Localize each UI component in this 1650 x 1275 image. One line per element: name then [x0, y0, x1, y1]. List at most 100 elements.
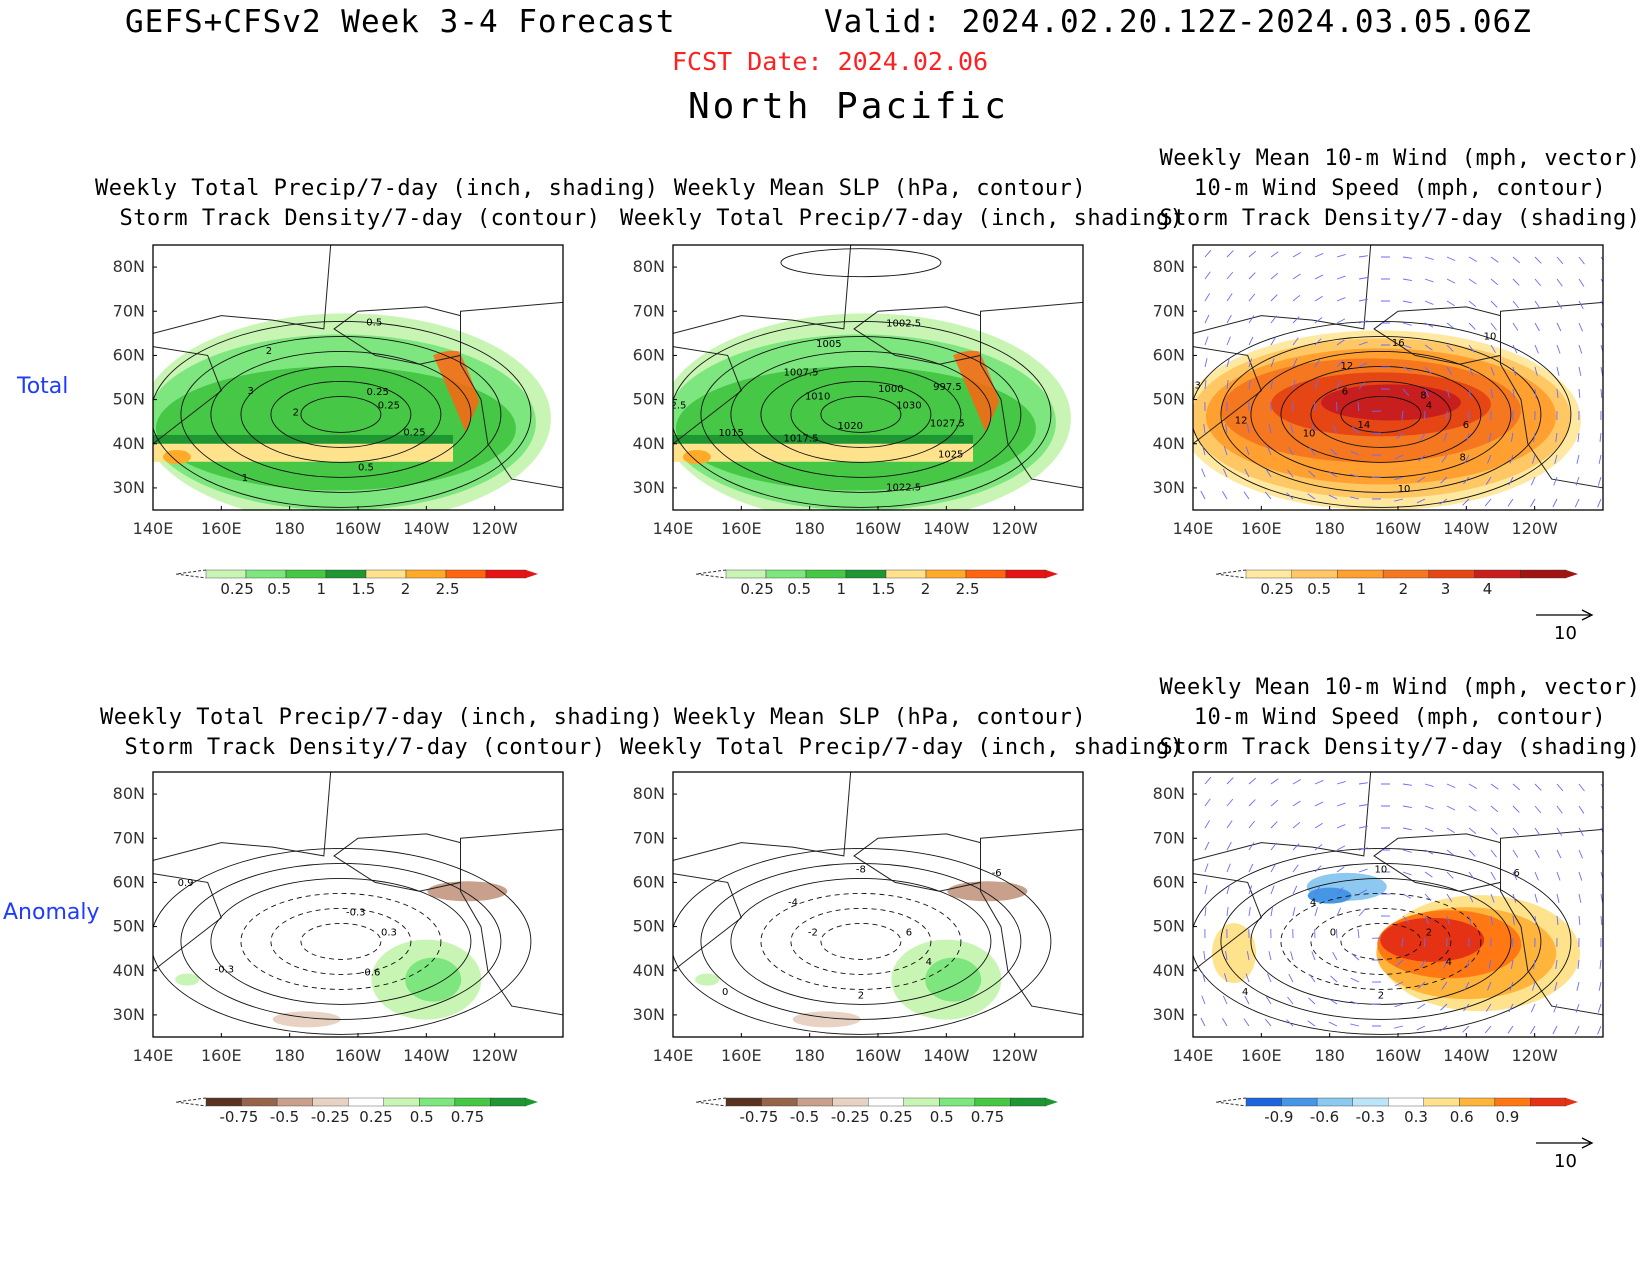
lon-label: 160E	[1241, 1046, 1282, 1065]
wind-vector	[1556, 805, 1563, 814]
wind-vector	[1512, 322, 1519, 331]
colorbar-swatch	[965, 569, 1007, 579]
contour-line	[730, 350, 992, 478]
colorbar-label: 2	[1399, 580, 1409, 598]
wind-vector	[1556, 366, 1560, 376]
wind-vector	[1555, 959, 1558, 969]
wind-vector	[1292, 358, 1298, 368]
contour-label: 12	[1341, 361, 1354, 372]
wind-vector	[1401, 937, 1404, 947]
contour-label: 16	[1392, 338, 1405, 349]
wind-vector	[1466, 432, 1470, 442]
wind-vector	[1358, 868, 1368, 873]
colorbar-label: 1.5	[351, 580, 375, 598]
wind-vector	[1248, 293, 1256, 302]
colorbar-swatch	[312, 1097, 349, 1107]
wind-vector	[1245, 973, 1250, 983]
colorbar-label: 0.75	[971, 1108, 1004, 1126]
contour-label: 0	[1330, 927, 1336, 938]
colorbar-label: 1.5	[871, 580, 895, 598]
wind-vector	[1424, 915, 1430, 925]
wind-vector	[1439, 498, 1448, 505]
wind-vector	[1556, 915, 1559, 925]
wind-vector	[1402, 915, 1410, 924]
colorbar-swatch	[725, 569, 767, 579]
wind-vector	[1358, 381, 1366, 390]
wind-vector	[1424, 893, 1432, 901]
wind-vector	[1270, 272, 1279, 280]
colorbar-swatch	[868, 1097, 904, 1107]
region-title: North Pacific	[688, 86, 1009, 127]
map-field: 6 4 2 0 -2 -4 -8 -6	[673, 772, 1083, 1035]
wind-vector	[1396, 959, 1404, 967]
contour-label: 4	[926, 957, 932, 968]
wind-vector	[1597, 1025, 1602, 1035]
lat-label: 80N	[633, 784, 665, 803]
colorbar-swatch	[1423, 1097, 1460, 1107]
wind-vector	[1226, 907, 1229, 917]
colorbar-swatch	[245, 569, 287, 579]
colorbar-swatch	[939, 1097, 976, 1107]
colorbar-label: -0.9	[1264, 1108, 1293, 1126]
wind-vector	[1336, 907, 1342, 917]
wind-vector	[1556, 256, 1564, 265]
lat-label: 30N	[1153, 478, 1185, 497]
wind-vector	[1487, 981, 1492, 991]
wind-vector	[1246, 951, 1250, 961]
coastline	[460, 828, 563, 1016]
lon-label: 180	[794, 519, 825, 538]
wind-vector	[1226, 777, 1234, 785]
wind-vector	[1598, 454, 1602, 464]
lat-label: 40N	[1153, 434, 1185, 453]
wind-vector	[1600, 388, 1603, 399]
wind-vector	[1488, 432, 1492, 442]
wind-vector	[1512, 300, 1520, 309]
wind-vector	[1358, 804, 1368, 807]
wind-vector	[1204, 798, 1211, 807]
lat-label: 50N	[633, 390, 665, 409]
wind-vector	[1314, 886, 1321, 895]
wind-vector	[1446, 344, 1454, 352]
lat-label: 30N	[633, 478, 665, 497]
wind-vector	[1358, 320, 1368, 324]
wind-vector	[1468, 849, 1476, 857]
wind-vector	[1534, 915, 1537, 925]
wind-vector	[1243, 1018, 1250, 1027]
wind-vector	[1446, 278, 1456, 284]
lat-label: 50N	[113, 390, 145, 409]
lat-label: 60N	[633, 345, 665, 364]
lat-label: 60N	[1153, 872, 1185, 891]
wind-vector	[1350, 1000, 1360, 1005]
wind-vector	[1440, 476, 1448, 484]
wind-vector	[1248, 907, 1251, 917]
wind-vector	[1287, 996, 1294, 1005]
wind-vector	[1424, 827, 1434, 832]
contour-line	[1280, 892, 1482, 990]
shade-region	[162, 450, 191, 464]
lat-label: 60N	[113, 345, 145, 364]
wind-vector	[1202, 446, 1206, 456]
wind-vector	[1490, 827, 1498, 835]
wind-vector	[1222, 1018, 1228, 1027]
lat-label: 50N	[1153, 917, 1185, 936]
contour-line	[153, 320, 532, 508]
wind-vector	[1358, 362, 1368, 368]
shade-region	[1320, 384, 1461, 421]
colorbar-end	[695, 569, 727, 579]
wind-vector	[1509, 454, 1514, 464]
wind-vector	[1394, 1003, 1404, 1008]
colorbar-label: -0.75	[219, 1108, 258, 1126]
contour-label: 12	[1235, 415, 1248, 426]
wind-vector	[1314, 907, 1318, 917]
panel-title-line: Storm Track Density/7-day (contour)	[124, 735, 606, 760]
wind-vector	[1402, 871, 1412, 876]
wind-vector	[1578, 915, 1581, 926]
wind-vector	[1290, 951, 1294, 961]
panel-title-line: Weekly Mean SLP (hPa, contour)	[673, 705, 1087, 730]
lat-label: 60N	[633, 872, 665, 891]
wind-vector	[1509, 981, 1514, 991]
wind-vector	[1402, 893, 1412, 899]
colorbar-end	[695, 1097, 727, 1107]
colorbar-swatch	[832, 1097, 869, 1107]
lon-label: 180	[274, 519, 305, 538]
